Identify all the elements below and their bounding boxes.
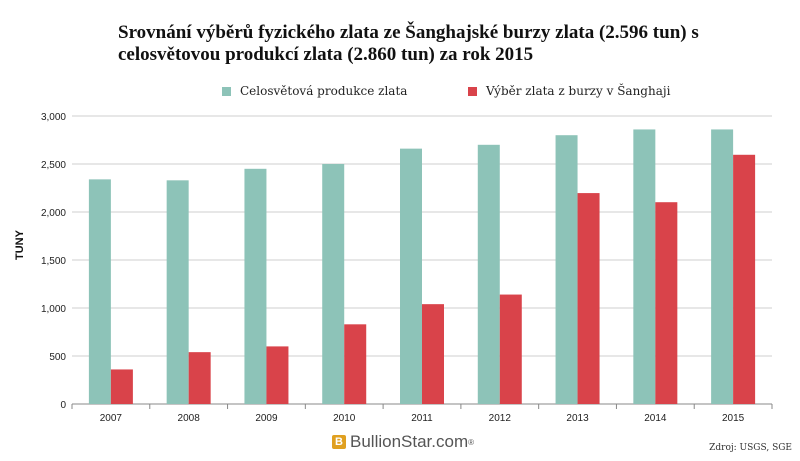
bar-shanghai	[577, 193, 600, 404]
y-tick-label: 3,000	[41, 112, 66, 123]
bar-shanghai	[344, 324, 367, 404]
bar-shanghai	[499, 294, 522, 404]
logo-registered-mark: ®	[468, 437, 475, 447]
x-tick-label: 2011	[411, 413, 433, 424]
x-tick-label: 2013	[566, 413, 589, 424]
bar-shanghai	[110, 369, 133, 404]
bar-shanghai	[422, 304, 444, 404]
bar-production	[711, 129, 734, 404]
y-tick-label: 2,500	[41, 160, 66, 171]
bullionstar-logo: B BullionStar.com ®	[332, 432, 474, 452]
x-tick-label: 2008	[178, 413, 201, 424]
bar-shanghai	[733, 154, 756, 404]
y-tick-label: 2,000	[41, 208, 66, 219]
y-tick-label: 1,000	[41, 304, 66, 315]
y-tick-label: 0	[60, 400, 66, 411]
bar-shanghai	[188, 352, 211, 404]
x-tick-label: 2010	[333, 413, 356, 424]
bar-production	[88, 179, 111, 404]
x-tick-label: 2009	[255, 413, 278, 424]
bar-production	[322, 164, 345, 404]
x-tick-label: 2007	[100, 413, 123, 424]
bar-shanghai	[655, 202, 678, 404]
legend-item-shanghai: Výběr zlata z burzy v Šanghaji	[468, 84, 670, 98]
logo-text: BullionStar.com	[350, 432, 469, 451]
bullionstar-logo-icon: B	[332, 435, 346, 449]
y-tick-label: 1,500	[41, 256, 66, 267]
bar-production	[555, 135, 578, 404]
x-tick-label: 2012	[489, 413, 512, 424]
y-tick-label: 500	[49, 352, 66, 363]
legend-swatch-shanghai	[468, 86, 477, 96]
legend-label-production: Celosvětová produkce zlata	[240, 84, 408, 98]
bar-production	[400, 148, 422, 404]
legend-item-production: Celosvětová produkce zlata	[222, 84, 407, 98]
bar-production	[633, 129, 656, 404]
bar-shanghai	[266, 346, 289, 404]
bar-production	[244, 168, 267, 404]
legend-label-shanghai: Výběr zlata z burzy v Šanghaji	[486, 84, 671, 98]
x-tick-label: 2014	[644, 413, 667, 424]
bar-production	[477, 144, 500, 405]
legend-swatch-production	[222, 86, 231, 96]
chart-title: Srovnání výběrů fyzického zlata ze Šangh…	[118, 22, 699, 65]
x-tick-label: 2015	[722, 413, 745, 424]
bar-production	[166, 180, 189, 404]
source-note: Zdroj: USGS, SGE	[709, 443, 792, 453]
legend: Celosvětová produkce zlata Výběr zlata z…	[0, 84, 800, 104]
